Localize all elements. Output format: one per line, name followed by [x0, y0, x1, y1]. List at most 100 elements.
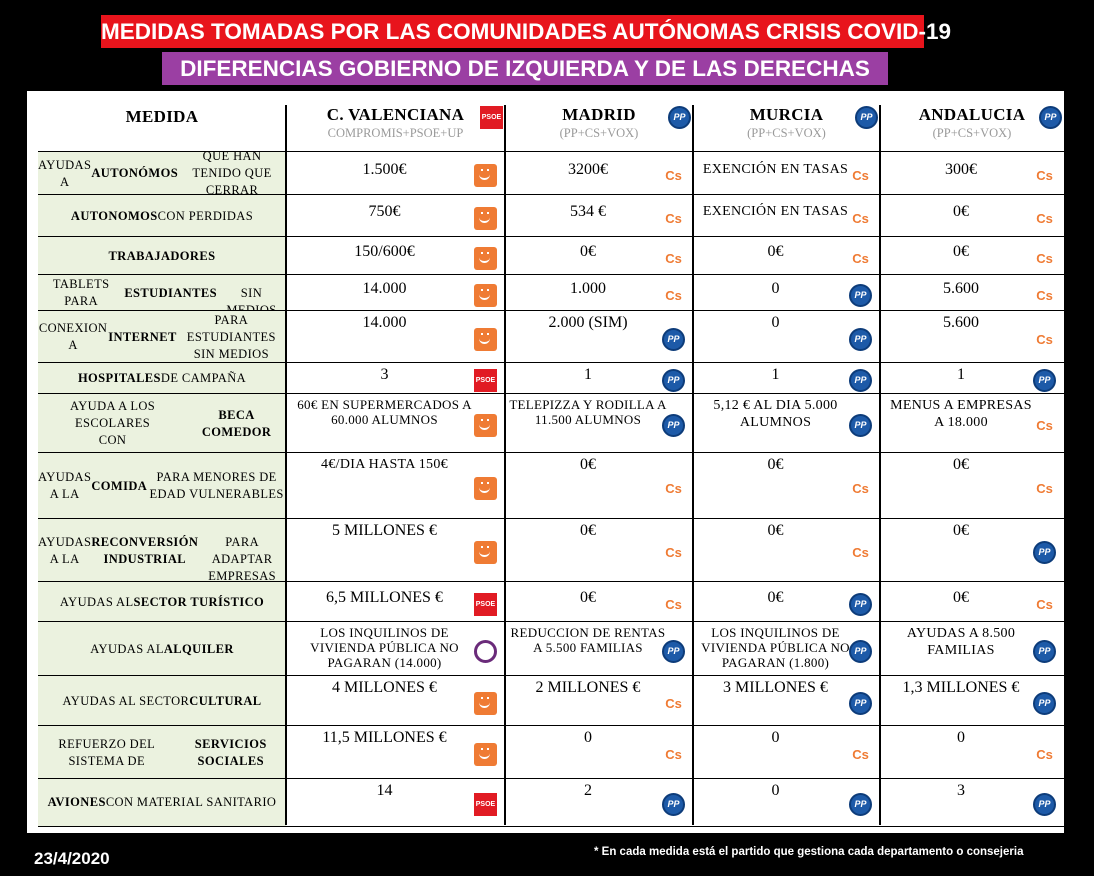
value-cell: 0 PP [693, 779, 880, 826]
value-cell: 1.500€ [286, 152, 505, 195]
value-cell: LOS INQUILINOS DE VIVIENDA PÚBLICA NO PA… [693, 622, 880, 676]
podemos-logo-icon [474, 691, 497, 715]
medida-label: AYUDA A LOS ESCOLARES CON BECA COMEDOR [38, 394, 286, 453]
podemos-logo-icon [474, 206, 497, 230]
cell-value: 1.000 [570, 280, 606, 297]
region-parties: (PP+CS+VOX) [559, 126, 639, 140]
cs-logo-icon: Cs [1036, 287, 1053, 303]
cell-value: LOS INQUILINOS DE VIVIENDA PÚBLICA NO PA… [701, 625, 850, 670]
cell-value: 0 [771, 729, 780, 746]
pp-logo-icon: PP [849, 414, 872, 437]
medida-label: AYUDAS AL ALQUILER [38, 622, 286, 676]
cell-value: 6,5 MILLONES € [326, 589, 443, 606]
pp-logo-icon: PP [1033, 639, 1056, 663]
value-cell: 5.600 Cs [880, 275, 1064, 311]
cs-logo-icon: Cs [665, 168, 682, 183]
cell-value: 14 [376, 782, 393, 799]
value-cell: 750€ [286, 195, 505, 237]
medida-label: AYUDAS AL SECTOR CULTURAL [38, 676, 286, 726]
value-cell: 5,12 € AL DIA 5.000 ALUMNOS PP [693, 394, 880, 453]
column-divider [879, 105, 881, 825]
region-parties: (PP+CS+VOX) [747, 126, 826, 140]
region-name: MURCIA [749, 105, 824, 124]
psoe-logo-icon: PSOE [474, 592, 497, 616]
table-row: AYUDAS AL SECTOR CULTURAL 4 MILLONES € 2 MI… [38, 675, 1064, 726]
column-divider [285, 105, 287, 825]
cs-logo-icon: Cs [1036, 747, 1053, 762]
cs-logo-icon: Cs [665, 480, 682, 496]
value-cell: EXENCIÓN EN TASAS Cs [693, 152, 880, 195]
table-row: AYUDAS A LA RECONVERSIÓN INDUSTRIAL PARA A… [38, 518, 1064, 583]
pp-logo-icon: PP [668, 106, 691, 129]
cell-value: 0€ [953, 522, 969, 539]
pp-logo-icon: PP [1039, 106, 1062, 129]
cs-logo-icon: Cs [665, 747, 682, 762]
value-cell: 0 PP [693, 275, 880, 311]
table-row: TRABAJADORES 150/600€ 0€ Cs 0€ Cs 0€ Cs [38, 236, 1064, 275]
cell-value: 3 [380, 365, 389, 383]
value-cell: 6,5 MILLONES € PSOE [286, 582, 505, 622]
table-row: HOSPITALES DE CAMPAÑA 3 PSOE 1 PP 1 PP 1 PP [38, 362, 1064, 394]
region-header: MURCIA (PP+CS+VOX) PP [693, 91, 880, 151]
cs-logo-icon: Cs [665, 545, 682, 560]
region-header: C. VALENCIANA COMPROMIS+PSOE+UP PSOE [286, 91, 505, 151]
value-cell: 5.600 Cs [880, 311, 1064, 363]
value-cell: 2 PP [505, 779, 693, 826]
value-cell: 0€ Cs [880, 237, 1064, 275]
cell-value: 750€ [368, 203, 401, 220]
table-row: CONEXION A INTERNET PARA ESTUDIANTES SIN … [38, 310, 1064, 363]
cell-value: 0€ [580, 456, 596, 473]
value-cell: 0€ Cs [505, 582, 693, 622]
cell-value: 0 [771, 314, 780, 331]
value-cell: 1 PP [505, 363, 693, 394]
cell-value: 2 [584, 782, 592, 799]
podemos-logo-icon [474, 541, 497, 564]
value-cell: 4€/DIA HASTA 150€ [286, 453, 505, 519]
psoe-logo-icon: PSOE [474, 793, 497, 816]
pp-logo-icon: PP [849, 283, 872, 307]
podemos-logo-icon [474, 476, 497, 500]
cs-logo-icon: Cs [1036, 250, 1053, 266]
pp-logo-icon: PP [1033, 793, 1056, 816]
psoe-logo-icon: PSOE [480, 106, 503, 129]
podemos-logo-icon [474, 327, 497, 351]
medida-label: REFUERZO DEL SISTEMA DE SERVICIOS SOCIALE… [38, 726, 286, 779]
cell-value: 0€ [767, 522, 784, 539]
cell-value: 5.600 [943, 280, 979, 297]
value-cell: 4 MILLONES € [286, 676, 505, 726]
cs-logo-icon: Cs [1036, 210, 1053, 226]
value-cell: TELEPIZZA Y RODILLA A 11.500 ALUMNOS PP [505, 394, 693, 453]
cell-value: 5.600 [943, 314, 979, 331]
table-row: AYUDAS AL SECTOR TURÍSTICO 6,5 MILLONES €… [38, 581, 1064, 622]
date-label: 23/4/2020 [34, 849, 110, 868]
value-cell: 0 Cs [693, 726, 880, 779]
medida-label: AYUDAS AL SECTOR TURÍSTICO [38, 582, 286, 622]
pp-logo-icon: PP [1033, 691, 1056, 715]
column-divider [504, 105, 506, 825]
cell-value: 2 MILLONES € [535, 679, 641, 696]
cell-value: AYUDAS A 8.500 FAMILIAS [906, 626, 1016, 658]
cs-logo-icon: Cs [665, 210, 682, 226]
cell-value: 0€ [953, 589, 969, 606]
value-cell: 0€ Cs [693, 453, 880, 519]
medida-label: AUTONOMOS CON PERDIDAS [38, 195, 286, 237]
value-cell: 0 PP [693, 311, 880, 363]
podemos-logo-icon [474, 246, 497, 270]
value-cell: REDUCCION DE RENTAS A 5.500 FAMILIAS PP [505, 622, 693, 676]
value-cell: 0€ PP [880, 519, 1064, 582]
cell-value: 2.000 (SIM) [548, 314, 628, 331]
value-cell: 0€ Cs [880, 453, 1064, 519]
value-cell: 14.000 [286, 311, 505, 363]
cell-value: LOS INQUILINOS DE VIVIENDA PÚBLICA NO PA… [310, 625, 459, 670]
table-row: AYUDAS A LA COMIDA PARA MENORES DE EDAD … [38, 452, 1064, 519]
cs-logo-icon: Cs [1036, 480, 1053, 496]
value-cell: 3 PSOE [286, 363, 505, 394]
cs-logo-icon: Cs [665, 250, 682, 266]
cs-logo-icon: Cs [1036, 418, 1053, 433]
cell-value: 1 [957, 365, 965, 383]
podemos-logo-icon [474, 639, 497, 663]
cs-logo-icon: Cs [852, 545, 869, 560]
region-header: MADRID (PP+CS+VOX) PP [505, 91, 693, 151]
value-cell: 534 € Cs [505, 195, 693, 237]
cell-value: 300€ [945, 160, 977, 178]
